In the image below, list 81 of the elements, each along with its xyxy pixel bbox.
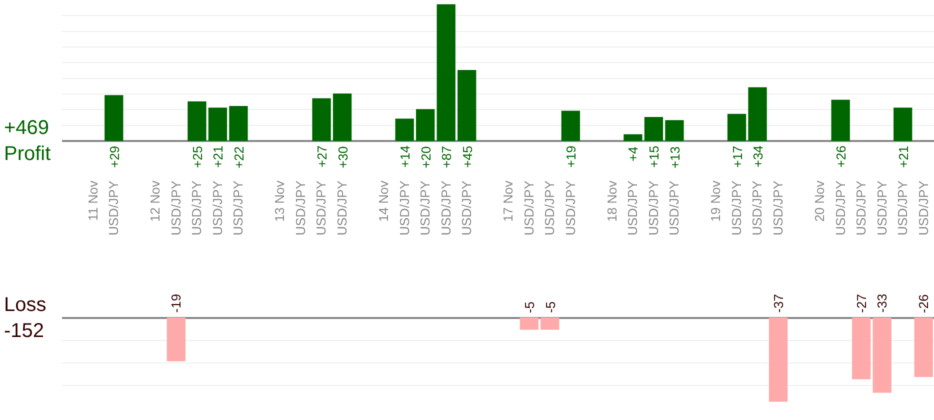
x-tick-label: USD/JPY [646, 180, 661, 236]
text: Loss [4, 294, 46, 316]
data-label: +29 [106, 146, 122, 168]
text: -152 [4, 320, 44, 342]
data-label: +14 [398, 146, 413, 168]
bar [416, 109, 435, 141]
x-tick-label: USD/JPY [292, 180, 308, 236]
x-tick-label: USD/JPY [314, 180, 329, 236]
data-label: +25 [190, 146, 205, 168]
data-label: +17 [730, 146, 745, 168]
x-tick-label: USD/JPY [438, 180, 454, 236]
bar [644, 117, 664, 141]
data-label: +20 [418, 146, 434, 168]
bar [665, 120, 684, 141]
x-tick-label: USD/JPY [562, 180, 578, 236]
x-tick-label: 14 Nov [376, 180, 392, 222]
x-tick-label: USD/JPY [895, 180, 910, 236]
bar [894, 108, 912, 141]
data-label: +26 [834, 146, 849, 168]
x-tick-label: USD/JPY [666, 180, 682, 236]
data-label: +22 [231, 146, 246, 168]
data-label: +19 [564, 146, 579, 168]
data-label: +30 [335, 146, 350, 168]
data-label: -5 [542, 301, 558, 313]
x-tick-label: 13 Nov [272, 180, 288, 222]
x-tick-label: USD/JPY [459, 180, 474, 236]
x-tick-label: USD/JPY [210, 180, 225, 236]
data-label: +4 [625, 146, 640, 162]
bar [748, 87, 767, 141]
x-tick-label: USD/JPY [189, 180, 204, 236]
x-tick-label: USD/JPY [770, 180, 786, 236]
x-tick-label: USD/JPY [625, 180, 640, 236]
x-tick-label: USD/JPY [728, 180, 744, 236]
data-label: +27 [314, 145, 330, 168]
data-label: -33 [874, 294, 890, 313]
bar [332, 94, 352, 141]
data-label: +21 [896, 146, 911, 168]
data-label: +21 [210, 146, 226, 168]
data-label: +15 [646, 146, 662, 168]
x-tick-label: 18 Nov [604, 180, 620, 222]
x-tick-label: USD/JPY [916, 180, 931, 236]
bar [831, 100, 850, 141]
bar [436, 4, 456, 141]
data-label: -19 [168, 294, 184, 313]
bar [624, 134, 642, 141]
x-tick-label: USD/JPY [750, 180, 765, 236]
bar [395, 118, 414, 141]
x-tick-label: USD/JPY [106, 180, 122, 236]
x-tick-label: 17 Nov [500, 180, 516, 222]
bar [104, 95, 124, 141]
data-label: -37 [770, 294, 786, 313]
bar [312, 98, 331, 141]
data-label: -5 [522, 302, 538, 314]
bar [229, 106, 248, 141]
x-tick-label: USD/JPY [418, 180, 433, 236]
x-tick-label: USD/JPY [854, 180, 869, 236]
bar [561, 110, 580, 141]
x-tick-label: USD/JPY [334, 180, 350, 236]
x-tick-label: USD/JPY [230, 180, 246, 236]
data-label: +34 [750, 145, 766, 168]
bar [208, 108, 228, 141]
data-label: -26 [916, 294, 932, 314]
x-tick-label: 12 Nov [148, 180, 163, 222]
x-tick-label: 11 Nov [85, 180, 100, 221]
data-label: +87 [439, 146, 454, 168]
bar [727, 114, 746, 141]
text: +469 [4, 117, 50, 139]
x-tick-label: USD/JPY [542, 180, 558, 236]
x-tick-label: USD/JPY [832, 180, 848, 236]
x-tick-label: USD/JPY [521, 180, 536, 236]
text: Profit [4, 143, 52, 165]
x-tick-label: 20 Nov [812, 180, 828, 222]
x-tick-label: USD/JPY [874, 180, 890, 236]
x-tick-label: USD/JPY [396, 180, 412, 236]
bar [188, 101, 206, 141]
x-tick-label: 19 Nov [708, 180, 724, 222]
x-tick-label: USD/JPY [168, 180, 184, 236]
data-label: +45 [460, 146, 475, 168]
bar [458, 70, 476, 141]
data-label: +13 [667, 146, 682, 168]
data-label: -27 [854, 294, 869, 313]
